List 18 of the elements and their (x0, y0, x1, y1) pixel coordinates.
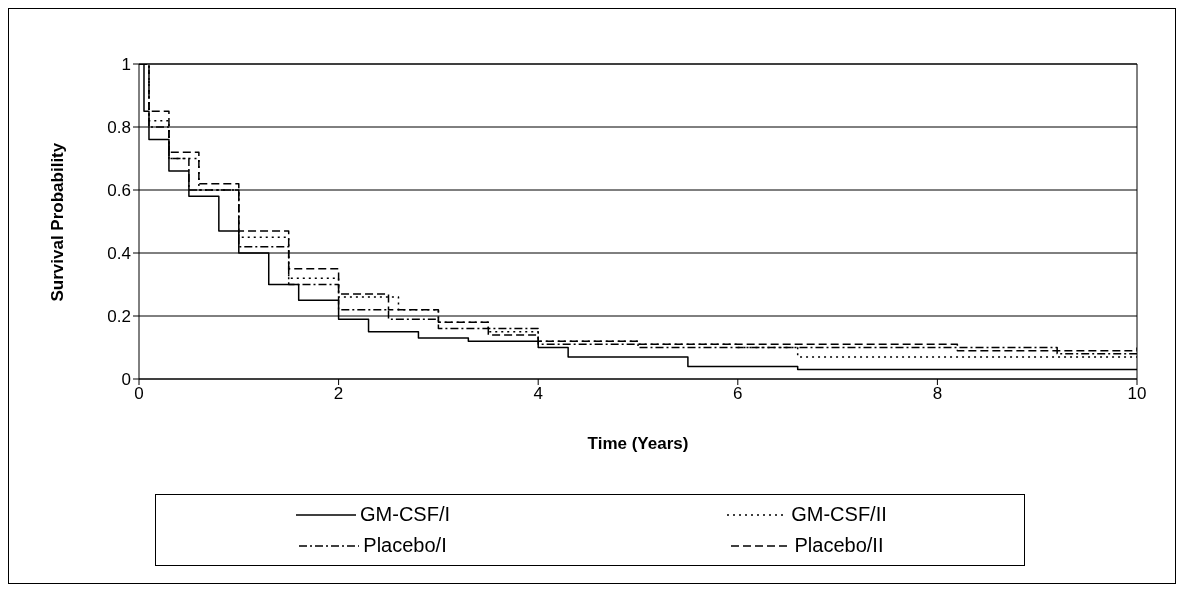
y-tick-label: 0.4 (107, 244, 131, 264)
x-tick-label: 2 (333, 384, 344, 404)
legend-label: Placebo/I (363, 534, 447, 557)
x-tick-label: 6 (733, 384, 743, 404)
x-tick-label: 10 (1127, 384, 1147, 404)
legend-label: Placebo/II (794, 534, 884, 557)
legend-label: GM-CSF/II (791, 503, 887, 526)
legend-label: GM-CSF/I (360, 503, 450, 526)
y-axis-title: Survival Probability (48, 142, 68, 302)
y-tick-label: 0.8 (107, 118, 131, 138)
x-tick-label: 4 (533, 384, 543, 404)
y-tick-label: 0 (121, 370, 131, 390)
y-tick-label: 1 (121, 55, 131, 75)
y-tick-label: 0.2 (107, 307, 131, 327)
y-tick-label: 0.6 (107, 181, 131, 201)
x-tick-label: 0 (134, 384, 144, 404)
x-axis-title: Time (Years) (587, 434, 689, 453)
x-tick-label: 8 (932, 384, 943, 404)
